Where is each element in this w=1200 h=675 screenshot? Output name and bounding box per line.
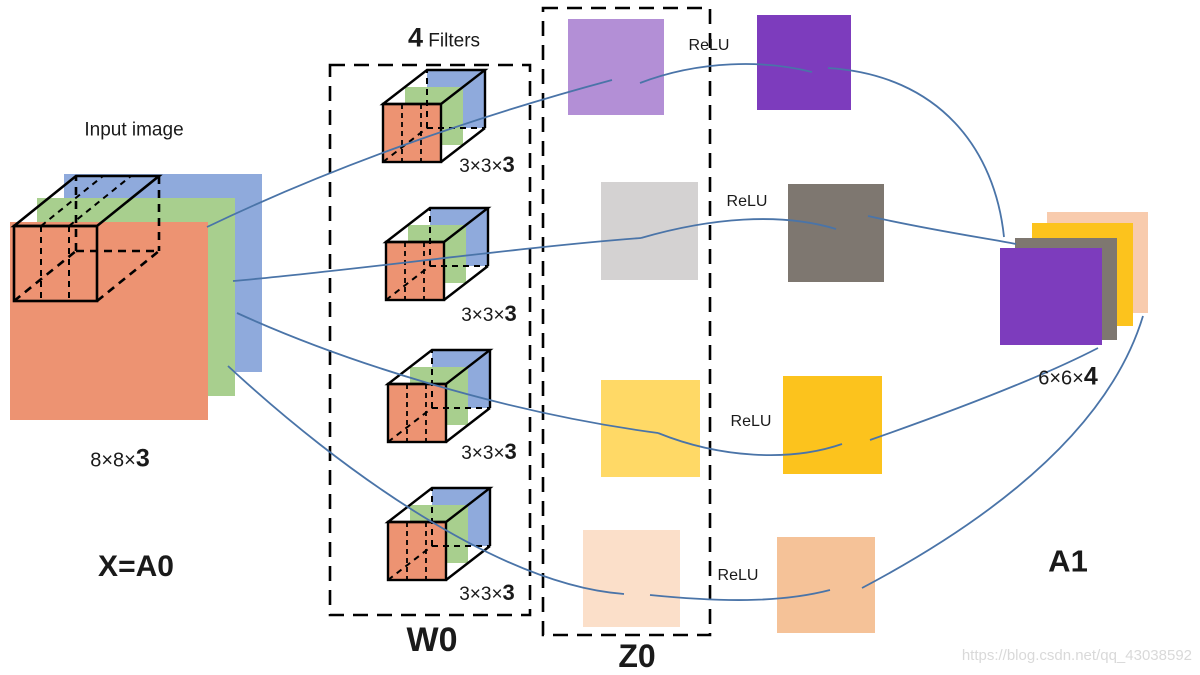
filters-count: 4 [407,22,424,53]
relu-text: ReLU [730,413,772,430]
input-image-title-text: Input image [84,119,184,141]
activated-map-gray [788,184,884,282]
a1-dims: 6×6× [1038,367,1084,390]
filter-red-slice [383,104,441,162]
filter-cube-4 [384,486,494,582]
input-image-title: Input image [84,121,183,140]
w0-dashed-box [328,63,532,617]
activated-map-purple [757,15,851,110]
w0-box-label: W0 [407,623,458,657]
filter-wireframe [382,206,492,302]
input-red-layer [10,222,208,420]
input-var-text: X=A0 [98,550,174,583]
filter-size-label-3: 3×3×3 [461,439,517,464]
activated-map-peach [777,537,875,633]
connector-input-to-z1 [206,79,613,228]
w0-text: W0 [406,621,458,659]
filter-size-label-4: 3×3×3 [459,580,515,605]
a1-output-stack [1000,212,1148,345]
relu-label-2: ReLU [727,194,768,210]
input-size-label: 8×8×3 [90,444,150,473]
filter-size-label-1: 3×3×3 [459,152,515,177]
filter-wireframe [384,486,494,582]
relu-text: ReLU [688,37,730,54]
connector-act3-to-a1 [869,347,1099,441]
filter-channels: 3 [502,152,515,177]
filter-dims: 3×3× [459,584,503,605]
filter-channels: 3 [502,580,515,605]
input-channels: 3 [135,444,150,473]
filter-channels: 3 [504,301,517,326]
connector-lines [206,63,1144,601]
filter-cube-3 [384,348,494,444]
filter-dims: 3×3× [461,443,505,464]
relu-label-4: ReLU [718,568,759,584]
z0-map-yellow [601,380,700,477]
z0-box-label: Z0 [618,640,655,672]
a1-purple-layer [1000,248,1102,345]
connector-z2-to-act2 [640,218,837,239]
filter-dims: 3×3× [459,156,503,177]
activated-map-gold [783,376,882,474]
z0-map-purple [568,19,664,115]
a1-text: A1 [1048,543,1088,579]
connector-input-to-z3 [236,312,659,434]
input-var-label: X=A0 [98,552,174,582]
z0-text: Z0 [618,638,656,674]
input-dims: 8×8× [90,449,136,472]
filter-cube-1 [379,68,489,164]
a1-var-label: A1 [1048,546,1088,577]
filter-size-label-2: 3×3×3 [461,301,517,326]
a1-size-label: 6×6×4 [1038,362,1098,391]
connector-act2-to-a1 [867,215,1017,245]
filter-red-slice [386,242,444,300]
relu-label-3: ReLU [731,414,772,430]
filter-dims: 3×3× [461,305,505,326]
relu-text: ReLU [726,193,768,210]
connector-input-to-z2 [232,237,642,282]
filters-suffix: Filters [423,30,481,52]
z0-map-peach [583,530,680,627]
connector-input-to-z4 [227,365,625,595]
connector-z1-to-act1 [639,63,813,84]
a1-channels: 4 [1083,362,1098,391]
relu-label-1: ReLU [689,38,730,54]
z0-dashed-box [541,6,712,637]
filter-red-slice [388,384,446,442]
connector-z3-to-act3 [657,432,843,456]
receptive-field-cube [10,174,163,303]
filter-red-slice [388,522,446,580]
watermark-text: https://blog.csdn.net/qq_43038592 [961,647,1192,664]
input-image-stack [10,174,262,420]
filter-channels: 3 [504,439,517,464]
relu-text: ReLU [717,567,759,584]
filter-wireframe [379,68,489,164]
connector-z4-to-act4 [649,589,831,601]
connector-act4-to-a1 [861,315,1144,589]
watermark: https://blog.csdn.net/qq_43038592 [962,648,1192,663]
filters-title: 4 Filters [407,22,481,53]
filter-wireframe [384,348,494,444]
connector-act1-to-a1 [827,67,1005,238]
z0-map-gray [601,182,698,280]
